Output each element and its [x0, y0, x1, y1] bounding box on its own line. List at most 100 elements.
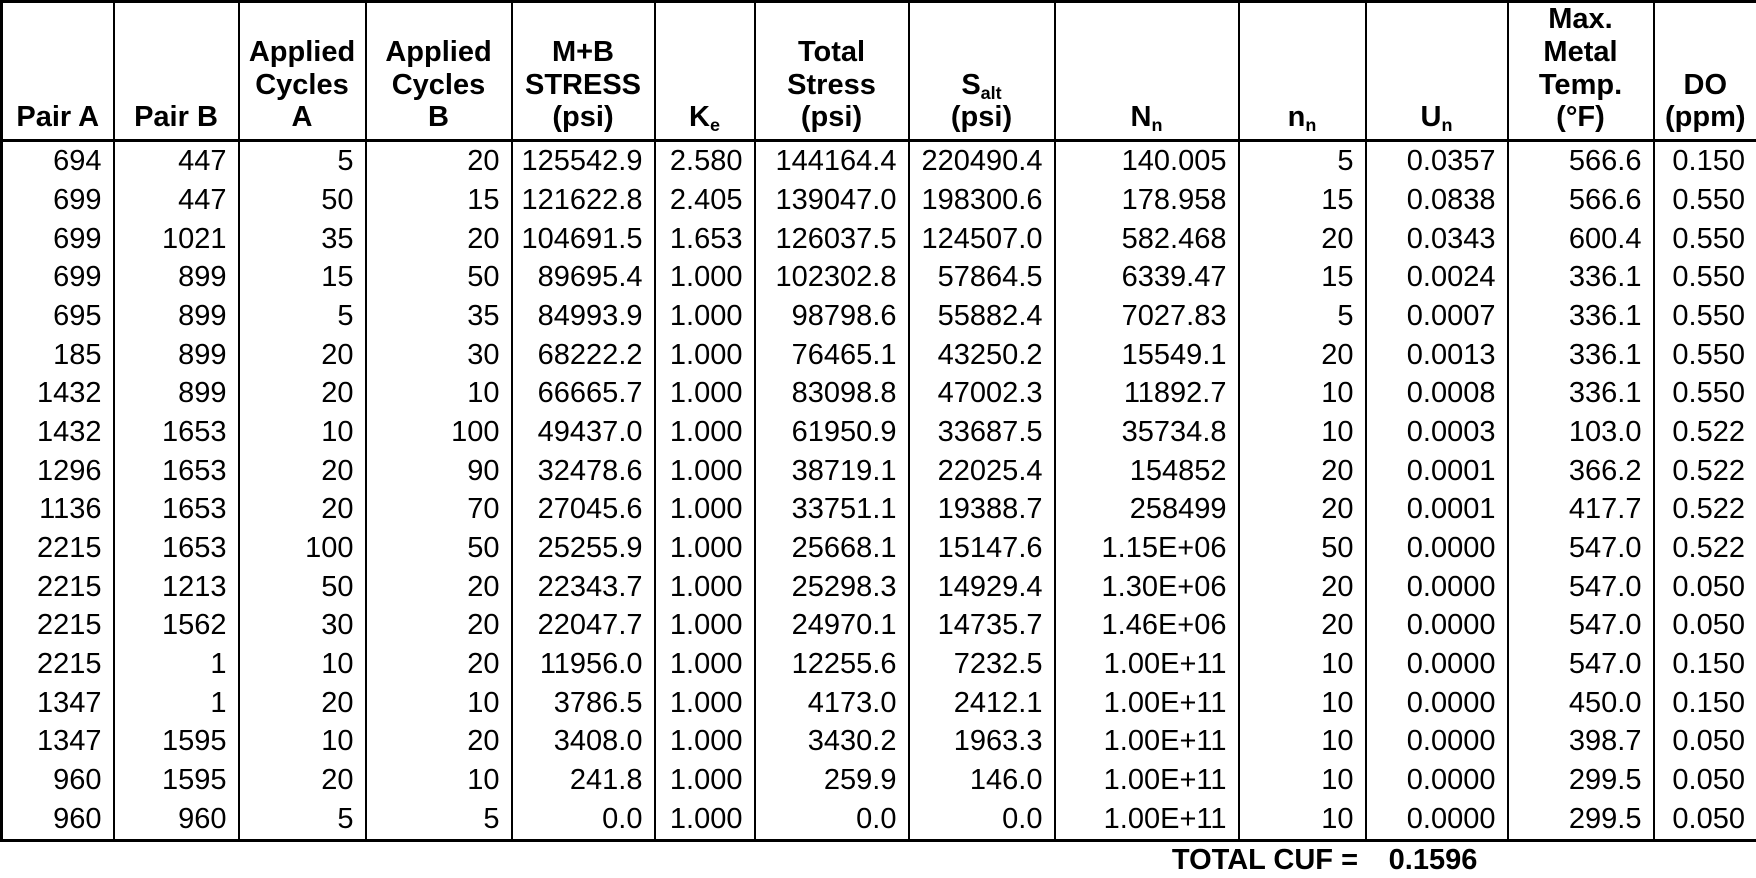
- column-header-applied-cycles-b: Applied Cycles B: [364, 1, 513, 143]
- table-row: 1296 1653 20 90 32478.6 1.000 38719.1 22025.4 15…: [0, 451, 1756, 491]
- data-cell-do-ppm: 0.050: [1652, 606, 1756, 646]
- data-cell-pair-a: 699: [0, 258, 115, 298]
- data-cell-applied-cycles-a: 5: [237, 297, 367, 336]
- table-row: 960 960 5 5 0.0 1.000 0.0 0.0 1.00E+11 10 0.0000 29…: [0, 800, 1756, 841]
- fatigue-usage-table: Pair A Pair B Applied Cycles A Applied Cycles B…: [0, 0, 1756, 842]
- data-cell-salt-psi: 14735.7: [907, 606, 1056, 646]
- column-header-max-metal-temp-f: Max. Metal Temp. (°F): [1506, 1, 1655, 143]
- data-cell-nn-applied: 10: [1237, 800, 1367, 841]
- data-cell-un: 0.0008: [1364, 374, 1509, 414]
- data-cell-nn-applied: 50: [1237, 529, 1367, 568]
- data-cell-nn-allowable: 6339.47: [1053, 258, 1240, 298]
- data-cell-applied-cycles-a: 15: [237, 258, 367, 298]
- data-cell-max-metal-temp-f: 299.5: [1506, 800, 1655, 841]
- data-cell-pair-a: 695: [0, 297, 115, 336]
- data-cell-total-stress-psi: 144164.4: [753, 140, 910, 181]
- data-cell-pair-b: 1595: [112, 722, 240, 762]
- data-cell-pair-b: 1021: [112, 219, 240, 259]
- total-cuf-label: TOTAL CUF =: [1171, 843, 1358, 876]
- table-row: 699 1021 35 20 104691.5 1.653 126037.5 124507.0…: [0, 219, 1756, 259]
- data-cell-mb-stress-psi: 121622.8: [510, 181, 656, 220]
- column-header-total-stress-psi: Total Stress (psi): [753, 1, 910, 143]
- data-cell-applied-cycles-a: 50: [237, 181, 367, 220]
- data-cell-nn-allowable: 1.00E+11: [1053, 722, 1240, 762]
- data-cell-pair-a: 1347: [0, 683, 115, 723]
- total-cuf-value: 0.1596: [1388, 843, 1478, 876]
- data-cell-pair-a: 1432: [0, 374, 115, 414]
- data-cell-un: 0.0000: [1364, 567, 1509, 607]
- data-cell-pair-a: 2215: [0, 567, 115, 607]
- column-header-pair-b: Pair B: [112, 1, 240, 143]
- data-cell-salt-psi: 1963.3: [907, 722, 1056, 762]
- data-cell-mb-stress-psi: 89695.4: [510, 258, 656, 298]
- data-cell-pair-a: 960: [0, 800, 115, 841]
- data-cell-pair-a: 185: [0, 335, 115, 375]
- data-cell-pair-a: 694: [0, 140, 115, 181]
- data-cell-salt-psi: 55882.4: [907, 297, 1056, 336]
- table-row: 1432 899 20 10 66665.7 1.000 83098.8 47002.3 118…: [0, 374, 1756, 414]
- data-cell-mb-stress-psi: 27045.6: [510, 490, 656, 530]
- total-cuf-row: TOTAL CUF = 0.1596: [0, 842, 1756, 878]
- data-cell-un: 0.0343: [1364, 219, 1509, 259]
- data-cell-salt-psi: 15147.6: [907, 529, 1056, 568]
- data-cell-nn-applied: 20: [1237, 451, 1367, 491]
- data-cell-applied-cycles-b: 100: [364, 413, 513, 452]
- data-cell-nn-allowable: 11892.7: [1053, 374, 1240, 414]
- column-header-applied-cycles-a: Applied Cycles A: [237, 1, 367, 143]
- data-cell-salt-psi: 33687.5: [907, 413, 1056, 452]
- data-cell-nn-allowable: 1.30E+06: [1053, 567, 1240, 607]
- data-cell-nn-applied: 10: [1237, 645, 1367, 684]
- data-cell-pair-a: 699: [0, 181, 115, 220]
- table-row: 694 447 5 20 125542.9 2.580 144164.4 220490.4 14…: [0, 140, 1756, 181]
- data-cell-salt-psi: 220490.4: [907, 140, 1056, 181]
- data-cell-do-ppm: 0.522: [1652, 529, 1756, 568]
- data-cell-applied-cycles-a: 20: [237, 451, 367, 491]
- data-cell-total-stress-psi: 33751.1: [753, 490, 910, 530]
- data-cell-total-stress-psi: 12255.6: [753, 645, 910, 684]
- data-cell-nn-applied: 20: [1237, 335, 1367, 375]
- data-cell-ke: 1.000: [653, 567, 756, 607]
- data-cell-applied-cycles-b: 20: [364, 567, 513, 607]
- data-cell-ke: 1.000: [653, 722, 756, 762]
- data-cell-nn-applied: 10: [1237, 722, 1367, 762]
- data-cell-do-ppm: 0.550: [1652, 258, 1756, 298]
- data-cell-pair-a: 1296: [0, 451, 115, 491]
- data-cell-max-metal-temp-f: 336.1: [1506, 335, 1655, 375]
- data-cell-salt-psi: 19388.7: [907, 490, 1056, 530]
- data-cell-applied-cycles-a: 5: [237, 800, 367, 841]
- data-cell-nn-allowable: 258499: [1053, 490, 1240, 530]
- data-cell-ke: 1.000: [653, 645, 756, 684]
- data-cell-ke: 1.000: [653, 606, 756, 646]
- data-cell-do-ppm: 0.050: [1652, 722, 1756, 762]
- data-cell-applied-cycles-b: 50: [364, 258, 513, 298]
- data-cell-nn-allowable: 1.15E+06: [1053, 529, 1240, 568]
- data-cell-ke: 1.000: [653, 374, 756, 414]
- data-cell-total-stress-psi: 126037.5: [753, 219, 910, 259]
- data-cell-applied-cycles-b: 20: [364, 140, 513, 181]
- table-row: 699 899 15 50 89695.4 1.000 102302.8 57864.5 633…: [0, 258, 1756, 298]
- data-cell-mb-stress-psi: 0.0: [510, 800, 656, 841]
- data-cell-ke: 1.000: [653, 800, 756, 841]
- data-cell-ke: 2.580: [653, 140, 756, 181]
- column-header-nn-allowable: Nn: [1053, 1, 1240, 143]
- data-cell-applied-cycles-b: 10: [364, 374, 513, 414]
- data-cell-ke: 1.000: [653, 258, 756, 298]
- data-cell-pair-b: 1: [112, 645, 240, 684]
- column-header-un: Un: [1364, 1, 1509, 143]
- data-cell-applied-cycles-a: 30: [237, 606, 367, 646]
- data-cell-nn-applied: 20: [1237, 490, 1367, 530]
- data-cell-salt-psi: 124507.0: [907, 219, 1056, 259]
- data-cell-applied-cycles-a: 10: [237, 722, 367, 762]
- data-cell-nn-applied: 5: [1237, 140, 1367, 181]
- data-cell-pair-b: 447: [112, 140, 240, 181]
- data-cell-do-ppm: 0.550: [1652, 297, 1756, 336]
- data-cell-salt-psi: 14929.4: [907, 567, 1056, 607]
- data-cell-mb-stress-psi: 68222.2: [510, 335, 656, 375]
- column-header-ke: Ke: [653, 1, 756, 143]
- data-cell-pair-a: 2215: [0, 645, 115, 684]
- data-cell-do-ppm: 0.150: [1652, 683, 1756, 723]
- data-cell-nn-allowable: 15549.1: [1053, 335, 1240, 375]
- data-cell-total-stress-psi: 259.9: [753, 761, 910, 800]
- data-cell-pair-b: 960: [112, 800, 240, 841]
- data-cell-mb-stress-psi: 3408.0: [510, 722, 656, 762]
